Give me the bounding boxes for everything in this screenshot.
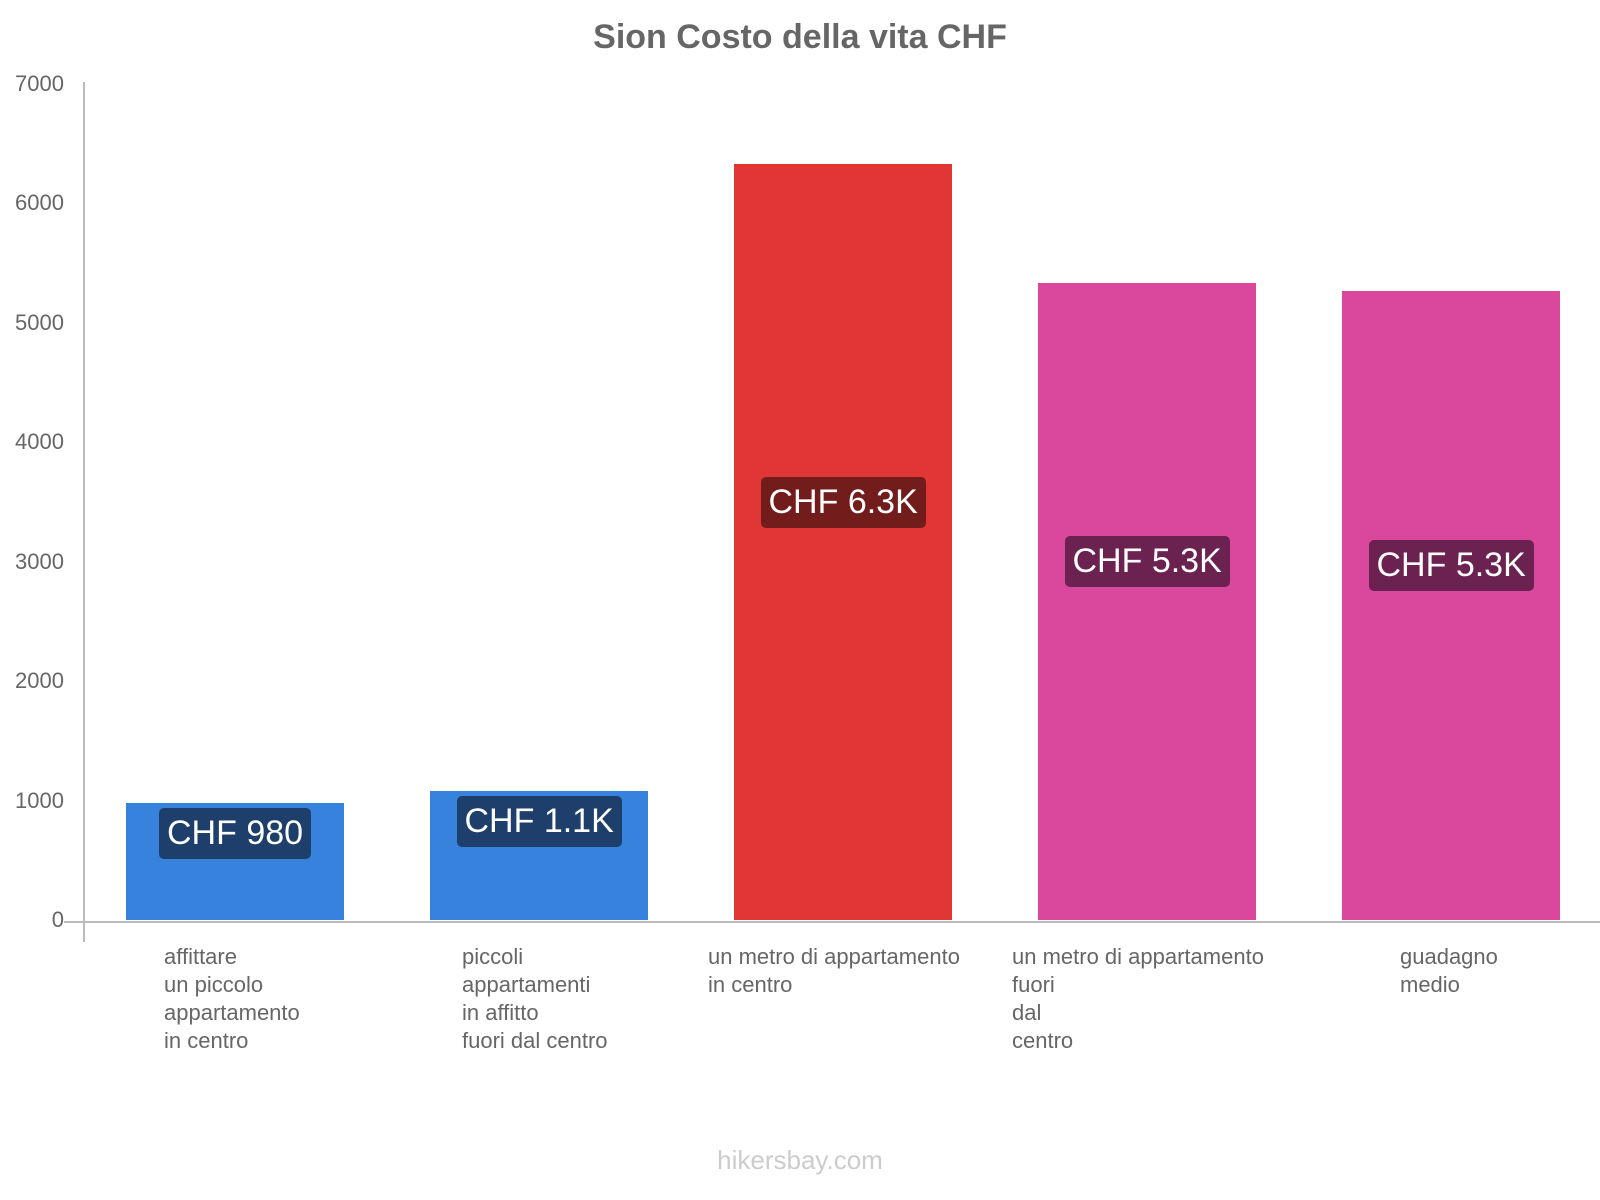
bar [734, 164, 952, 920]
y-tick-label: 1000 [15, 787, 64, 813]
x-axis-line [64, 921, 1600, 923]
data-label: CHF 5.3K [1368, 539, 1534, 591]
bar [1342, 290, 1560, 920]
x-tick-label: guadagno medio [1400, 944, 1498, 997]
y-tick-label: 5000 [15, 309, 64, 335]
data-label: CHF 1.1K [456, 796, 622, 848]
data-label: CHF 6.3K [760, 476, 926, 528]
x-tick-label: un metro di appartamento in centro [708, 944, 960, 997]
data-label: CHF 980 [159, 807, 312, 859]
y-tick-label: 4000 [15, 429, 64, 455]
y-tick-label: 2000 [15, 668, 64, 694]
x-tick-label: un metro di appartamento fuori dal centr… [1012, 944, 1264, 1053]
y-tick-label: 7000 [15, 71, 64, 96]
y-tick-label: 0 [51, 907, 64, 932]
footer-watermark: hikersbay.com [717, 1145, 883, 1175]
x-tick-label: affittare un piccolo appartamento in cen… [164, 944, 300, 1053]
chart-title: Sion Costo della vita CHF [593, 18, 1007, 56]
y-axis-line [83, 82, 85, 942]
y-tick-label: 3000 [15, 548, 64, 574]
bar [1038, 283, 1256, 920]
x-tick-label: piccoli appartamenti in affitto fuori da… [462, 944, 608, 1053]
data-label: CHF 5.3K [1064, 536, 1230, 588]
y-tick-label: 6000 [15, 190, 64, 216]
